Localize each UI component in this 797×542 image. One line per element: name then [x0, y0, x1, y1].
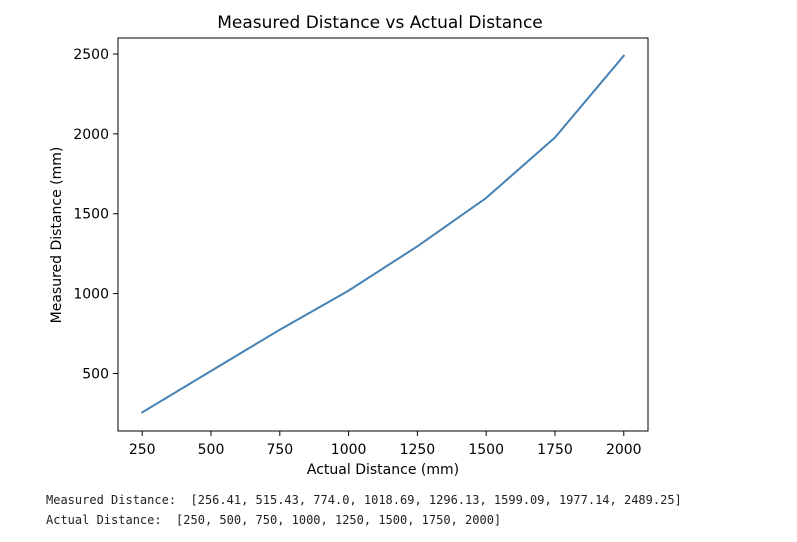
x-tick-label: 1000: [331, 442, 367, 458]
chart-figure: Measured Distance vs Actual Distance 250…: [49, 13, 649, 478]
measured-distance-output: Measured Distance: [256.41, 515.43, 774.…: [46, 493, 682, 507]
chart-title: Measured Distance vs Actual Distance: [217, 13, 543, 33]
x-axis-ticks: 250 500 750 1000 1250 1500 1750 2000: [129, 431, 642, 458]
axes-frame: [117, 37, 649, 432]
y-axis-label: Measured Distance (mm): [49, 147, 65, 324]
plot-area: 250 500 750 1000 1250 1500 1750 2000 500 1000 150…: [73, 37, 649, 458]
actual-distance-output: Actual Distance: [250, 500, 750, 1000, 1…: [46, 513, 502, 527]
series-line: [141, 54, 625, 414]
y-tick-label: 500: [82, 366, 109, 382]
x-tick-label: 1250: [400, 442, 436, 458]
x-axis-label: Actual Distance (mm): [307, 462, 459, 478]
y-axis-ticks: 500 1000 1500 2000 2500: [73, 47, 118, 382]
x-tick-label: 750: [266, 442, 293, 458]
y-tick-label: 1000: [73, 287, 109, 303]
x-tick-label: 2000: [606, 442, 642, 458]
y-tick-label: 1500: [73, 207, 109, 223]
x-tick-label: 1750: [537, 442, 573, 458]
x-tick-label: 500: [198, 442, 225, 458]
x-tick-label: 1500: [468, 442, 504, 458]
y-tick-label: 2500: [73, 47, 109, 63]
y-tick-label: 2000: [73, 127, 109, 143]
x-tick-label: 250: [129, 442, 156, 458]
